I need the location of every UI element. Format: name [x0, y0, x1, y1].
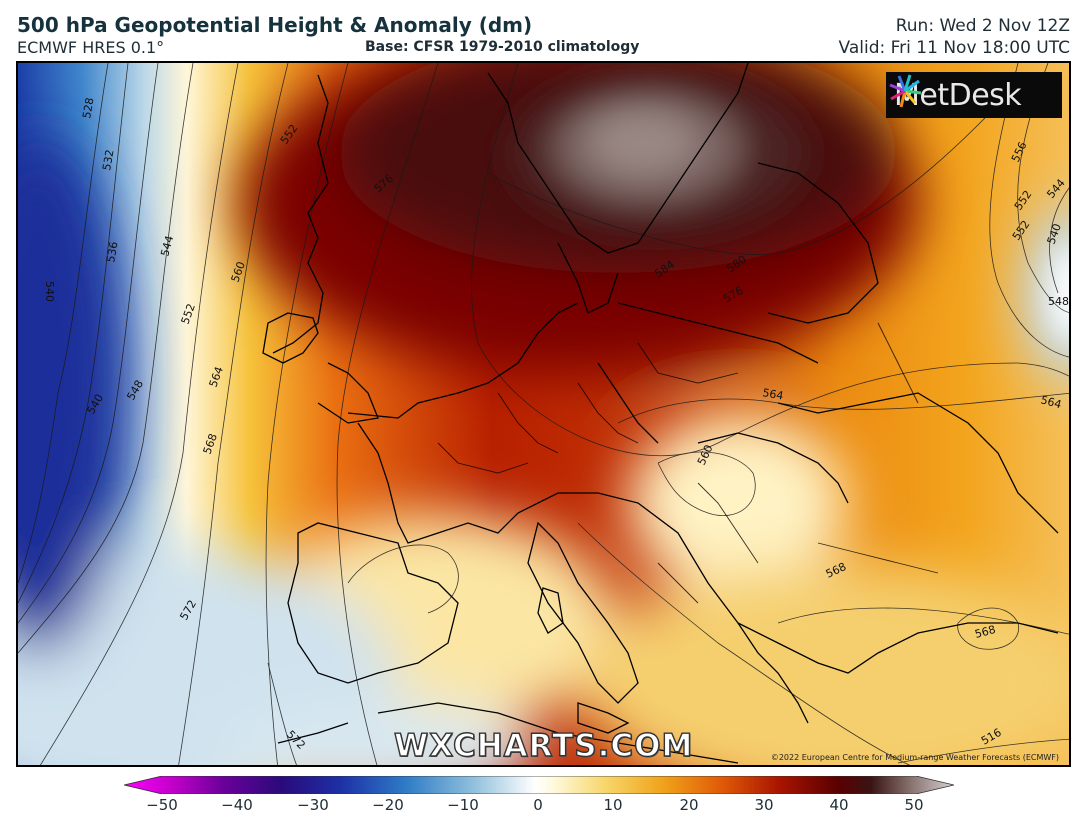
contour-label: 544	[158, 234, 176, 258]
run-time: Run: Wed 2 Nov 12Z	[895, 16, 1070, 36]
tick-label: 30	[754, 796, 774, 814]
tick-label: −50	[146, 796, 178, 814]
country-borders	[437, 322, 939, 604]
contour-label: 528	[80, 97, 96, 120]
anomaly-colorbar	[124, 776, 954, 794]
tick-label: 40	[829, 796, 849, 814]
contour-label: 540	[43, 281, 56, 302]
tick-label: 0	[533, 796, 543, 814]
pinwheel-icon	[889, 74, 922, 108]
contour-label: 536	[104, 241, 120, 264]
copyright-notice: ©2022 European Centre for Medium-range W…	[770, 753, 1059, 762]
contour-label: 568	[973, 623, 997, 641]
climatology-base: Base: CFSR 1979-2010 climatology	[365, 39, 640, 55]
tick-label: −30	[297, 796, 329, 814]
map-canvas: 528 532 536 544 552 560 552 548 540 564 …	[18, 63, 1069, 765]
valid-time: Valid: Fri 11 Nov 18:00 UTC	[838, 38, 1070, 58]
anomaly-map: 528 532 536 544 552 560 552 548 540 564 …	[16, 61, 1071, 767]
colorbar-strip	[124, 776, 954, 794]
metdesk-logo: MetDesk	[886, 72, 1062, 118]
contour-label: 548	[1048, 295, 1069, 308]
height-contours	[18, 63, 1069, 765]
chart-title: 500 hPa Geopotential Height & Anomaly (d…	[17, 13, 533, 37]
tick-label: 10	[603, 796, 623, 814]
contour-label: 564	[761, 386, 784, 402]
tick-label: 50	[904, 796, 924, 814]
coastlines	[262, 63, 1059, 764]
tick-label: 20	[679, 796, 699, 814]
contour-label: 564	[1039, 393, 1063, 411]
tick-label: −40	[221, 796, 253, 814]
wxcharts-watermark: WXCHARTS.COM	[393, 727, 694, 764]
tick-label: −20	[372, 796, 404, 814]
contour-label: 532	[100, 149, 116, 172]
colorbar-ticks: −50 −40 −30 −20 −10 0 10 20 30 40 50	[0, 796, 1088, 820]
model-subtitle: ECMWF HRES 0.1°	[17, 38, 165, 57]
tick-label: −10	[447, 796, 479, 814]
